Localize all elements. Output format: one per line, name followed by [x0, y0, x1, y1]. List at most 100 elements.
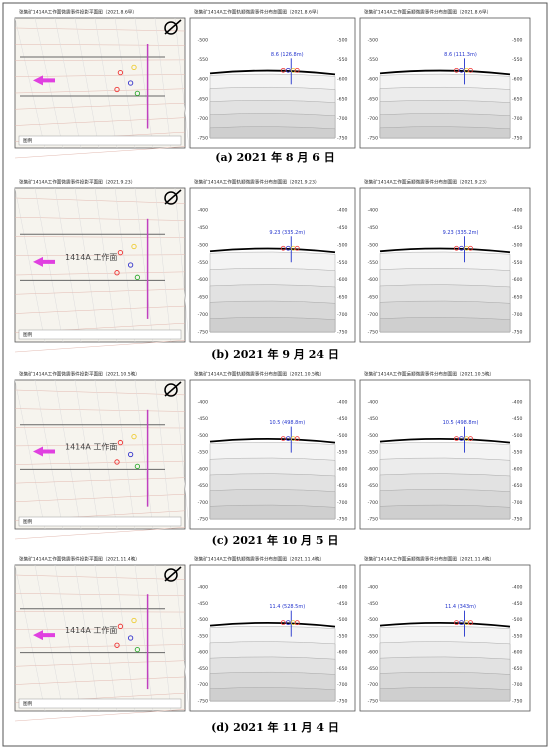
depth-label: -700 [368, 312, 379, 318]
map-line [134, 379, 154, 530]
map-line [94, 564, 118, 712]
map-line [14, 644, 186, 649]
depth-label: -700 [198, 116, 209, 122]
coal-seam [209, 621, 336, 628]
event-dot [468, 436, 473, 442]
caption: (c) 2021 年 10 月 5 日 [212, 533, 339, 547]
depth-label: -650 [198, 295, 209, 301]
section-title: 张集矿1414A工作面轨顺微震事件分布剖面图（2021.8.6早） [194, 9, 321, 16]
depth-label: -450 [512, 601, 523, 607]
depth-label: -600 [198, 650, 209, 656]
depth-label: -700 [198, 312, 209, 318]
event-dot [280, 245, 286, 251]
depth-label: -650 [337, 666, 348, 672]
depth-label: -550 [368, 450, 379, 456]
depth-label: -600 [337, 77, 348, 83]
depth-label: -500 [337, 242, 348, 248]
depth-label: -450 [512, 416, 523, 422]
stratum [379, 126, 511, 139]
map-line [134, 17, 154, 149]
map-line [134, 564, 154, 712]
map-line [14, 460, 186, 465]
depth-label: -700 [337, 682, 348, 688]
map-line [74, 564, 100, 712]
depth-label: -600 [368, 277, 379, 283]
map-line [14, 564, 46, 712]
depth-label: -550 [337, 633, 348, 639]
event-dot [285, 436, 291, 442]
map-line [14, 254, 186, 256]
event-label: 8.6 (111.3m) [444, 52, 477, 58]
section-title: 张集矿1414A工作面运顺微震事件分布剖面图（2021.11.4晚） [364, 556, 494, 563]
event-dot [134, 90, 141, 97]
coal-seam [209, 247, 336, 254]
depth-label: -400 [198, 208, 209, 214]
depth-label: -650 [198, 666, 209, 672]
event-dot [294, 436, 300, 442]
map-line [14, 74, 186, 77]
coal-seam [209, 437, 336, 444]
map-line [134, 187, 154, 343]
north-icon [164, 21, 178, 35]
depth-label: -550 [337, 260, 348, 266]
event-dot [454, 620, 459, 626]
map-line [14, 102, 186, 110]
map-line [14, 305, 186, 314]
depth-label: -400 [368, 208, 379, 214]
depth-label: -700 [512, 682, 523, 688]
depth-label: -500 [368, 617, 379, 623]
event-dot [294, 245, 300, 251]
depth-label: -700 [512, 500, 523, 506]
event-dot [117, 439, 124, 446]
depth-label: -750 [337, 330, 348, 336]
map-line [14, 88, 186, 94]
map-line [14, 676, 186, 685]
coal-seam [209, 69, 336, 76]
caption: (d) 2021 年 11 月 4 日 [211, 720, 339, 734]
event-dot [127, 635, 134, 641]
depth-label: -650 [512, 295, 523, 301]
event-label: 11.4 (528.5m) [269, 604, 305, 610]
map-line [14, 236, 186, 238]
depth-label: -550 [198, 450, 209, 456]
legend-title: 图例 [23, 137, 33, 144]
map-line [14, 709, 186, 722]
stratum [209, 687, 336, 702]
depth-label: -600 [368, 466, 379, 472]
depth-label: -500 [368, 242, 379, 248]
map-line [174, 564, 190, 712]
map-line [14, 59, 186, 61]
plan-title: 张集矿1414A工作面微震事件投影平面图（2021.9.23） [19, 179, 135, 186]
face-label: 1414A 工作面 [65, 442, 117, 452]
map-line [14, 660, 186, 667]
depth-label: -550 [337, 450, 348, 456]
section-title: 张集矿1414A工作面轨顺微震事件分布剖面图（2021.11.4晚） [194, 556, 324, 563]
depth-label: -500 [512, 242, 523, 248]
depth-label: -700 [337, 312, 348, 318]
depth-label: -700 [512, 116, 523, 122]
plan-map [14, 379, 186, 530]
depth-label: -450 [198, 225, 209, 231]
map-line [94, 379, 118, 530]
depth-label: -500 [512, 433, 523, 439]
event-dot [454, 67, 459, 73]
event-dot [127, 80, 134, 86]
map-line [14, 187, 46, 343]
map-line [154, 379, 172, 530]
depth-label: -550 [368, 633, 379, 639]
depth-label: -650 [198, 483, 209, 489]
depth-label: -550 [198, 57, 209, 63]
map-line [14, 593, 186, 597]
event-dot [459, 245, 464, 251]
advance-arrow [33, 446, 55, 457]
depth-label: -750 [512, 517, 523, 523]
caption: (b) 2021 年 9 月 24 日 [211, 347, 339, 361]
map-line [74, 379, 100, 530]
map-line [14, 288, 186, 295]
event-label: 10.5 (498.8m) [269, 420, 305, 426]
plan-map [14, 564, 186, 712]
map-line [114, 564, 136, 712]
event-dot [117, 250, 124, 256]
